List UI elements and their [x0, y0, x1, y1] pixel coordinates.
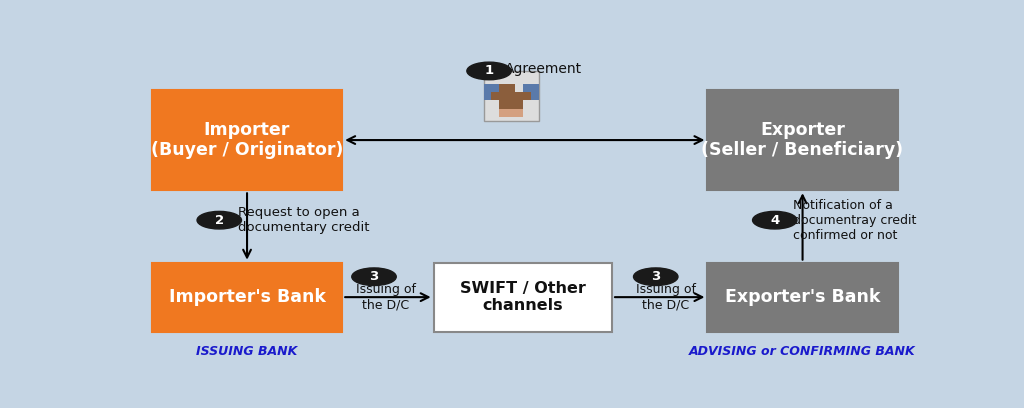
Bar [500, 92, 507, 100]
Text: Notification of a
documentray credit
confirmed or not: Notification of a documentray credit con… [793, 199, 916, 242]
Bar [483, 92, 492, 100]
FancyBboxPatch shape [483, 71, 539, 121]
FancyBboxPatch shape [433, 263, 612, 332]
Bar [507, 92, 515, 100]
Text: SWIFT / Other
channels: SWIFT / Other channels [460, 281, 586, 313]
Text: Request to open a
documentary credit: Request to open a documentary credit [238, 206, 369, 234]
Text: 2: 2 [215, 214, 224, 227]
Bar [515, 109, 523, 117]
Bar [500, 84, 507, 92]
Bar [483, 84, 492, 92]
Bar [500, 100, 507, 109]
Text: 1: 1 [484, 64, 494, 78]
Bar [507, 100, 515, 109]
Bar [492, 84, 500, 92]
Circle shape [467, 62, 511, 80]
Text: Exporter
(Seller / Beneficiary): Exporter (Seller / Beneficiary) [701, 121, 903, 160]
Text: Exporter's Bank: Exporter's Bank [725, 288, 881, 306]
Text: Issuing of
the D/C: Issuing of the D/C [356, 283, 416, 311]
FancyBboxPatch shape [708, 263, 898, 332]
Bar [531, 92, 539, 100]
Text: 3: 3 [651, 270, 660, 283]
Bar [507, 109, 515, 117]
Text: Importer's Bank: Importer's Bank [169, 288, 326, 306]
Circle shape [197, 211, 242, 229]
Text: Importer
(Buyer / Originator): Importer (Buyer / Originator) [151, 121, 343, 160]
Bar [507, 84, 515, 92]
Circle shape [753, 211, 797, 229]
Text: Issuing of
the D/C: Issuing of the D/C [636, 283, 696, 311]
Circle shape [634, 268, 678, 286]
Text: ADVISING or CONFIRMING BANK: ADVISING or CONFIRMING BANK [689, 346, 915, 358]
FancyBboxPatch shape [152, 263, 342, 332]
Bar [500, 109, 507, 117]
Bar [531, 84, 539, 92]
Text: 3: 3 [370, 270, 379, 283]
FancyBboxPatch shape [152, 90, 342, 190]
Text: Agreement: Agreement [505, 62, 582, 76]
Bar [523, 92, 531, 100]
Bar [492, 92, 500, 100]
Circle shape [352, 268, 396, 286]
Bar [523, 84, 531, 92]
Text: 4: 4 [770, 214, 779, 227]
Bar [515, 100, 523, 109]
Text: ISSUING BANK: ISSUING BANK [197, 346, 298, 358]
Bar [515, 92, 523, 100]
FancyBboxPatch shape [708, 90, 898, 190]
